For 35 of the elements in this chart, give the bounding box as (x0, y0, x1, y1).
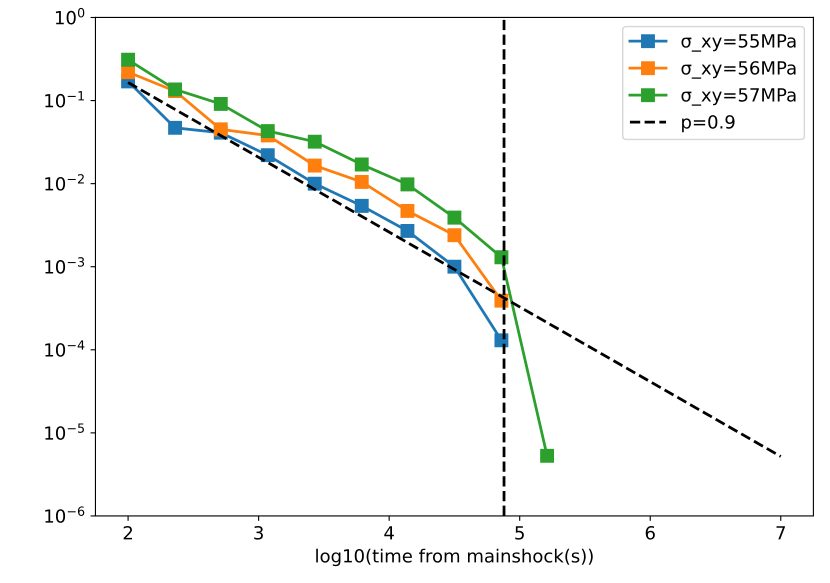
point (308, 158, 322, 173)
x-tick-label: 6 (646, 526, 655, 540)
y-tick-label: 10$^{−4}$ (45, 340, 84, 357)
point (447, 228, 462, 242)
point (354, 174, 369, 189)
legend-label: σ_xy=55MPa (681, 34, 796, 52)
point (214, 97, 228, 111)
point (400, 204, 414, 218)
x-tick-label: 2 (124, 526, 132, 540)
y-tick-label: 10$^{−3}$ (45, 257, 84, 274)
y-tick-label: 10$^{0}$ (56, 8, 84, 24)
point (121, 65, 136, 80)
y-tick-label: 10$^{−2}$ (45, 174, 84, 191)
point (354, 198, 369, 213)
point (168, 120, 182, 135)
x-tick-label: 7 (776, 526, 785, 540)
point (214, 122, 228, 136)
point (447, 210, 462, 225)
legend-label: σ_xy=57MPa (681, 88, 796, 106)
legend-label: σ_xy=56MPa (681, 61, 796, 79)
legend-label: p=0.9 (682, 115, 735, 132)
y-tick-label: 10$^{−1}$ (45, 91, 84, 108)
point (354, 158, 369, 172)
y-tick-label: 10$^{−5}$ (45, 423, 84, 440)
point (308, 134, 322, 149)
point (260, 124, 275, 138)
point (540, 448, 554, 463)
x-tick-label: 5 (515, 526, 524, 540)
x-tick-label: 3 (254, 526, 263, 540)
point (121, 52, 136, 67)
y-tick-label: 10$^{−6}$ (45, 506, 84, 523)
x-axis-title: log10(time from mainshock(s)) (316, 548, 593, 566)
point (400, 224, 414, 238)
x-tick-label: 4 (384, 526, 394, 540)
point (400, 177, 414, 192)
